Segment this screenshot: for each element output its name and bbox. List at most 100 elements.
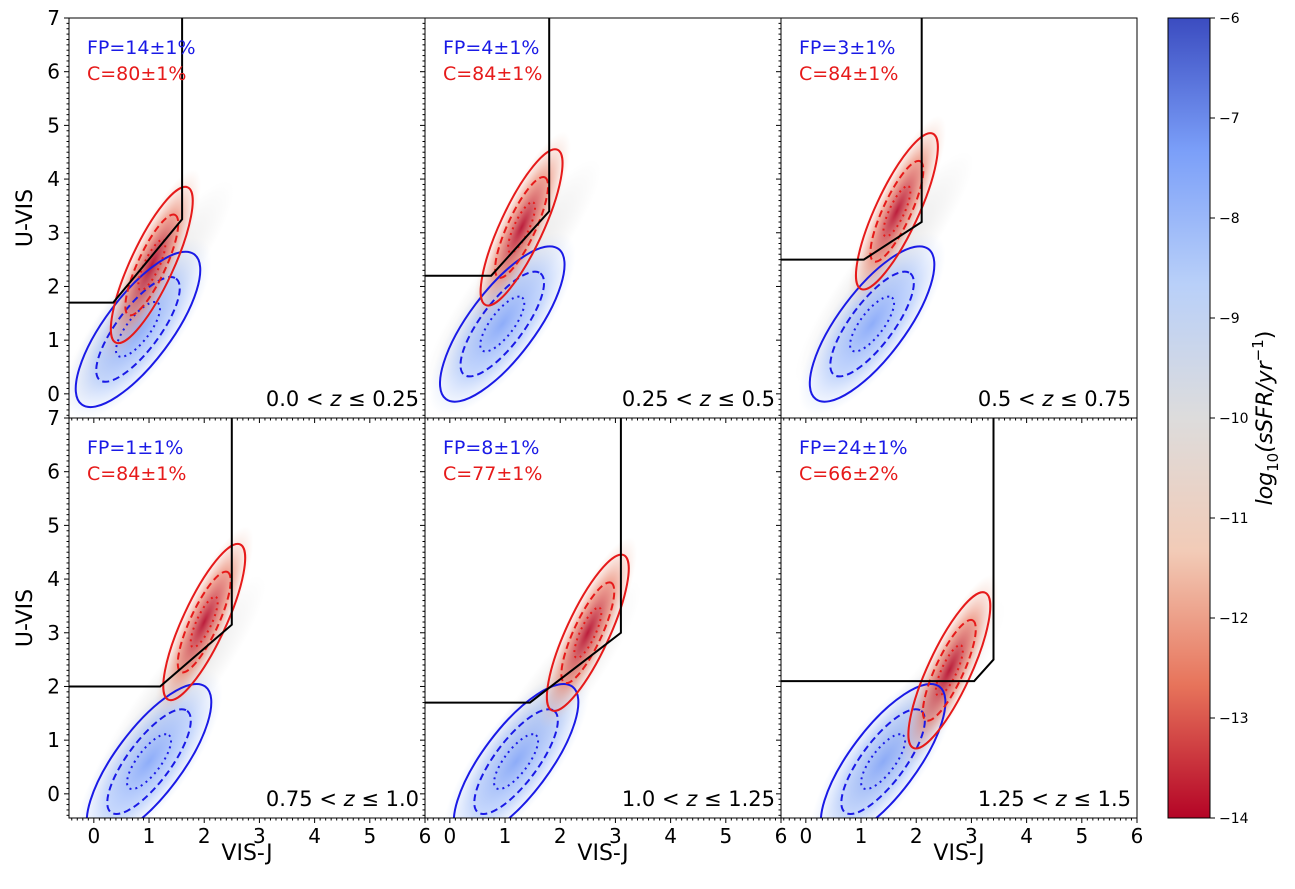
panel-plot-area (425, 418, 642, 818)
panel-1: 0 1 2 3 4 5 6 7 FP=14±1% C=80±1% 0.0 < z ≤ 0.25 (47, 6, 426, 423)
panel-4: 0 1 2 3 4 5 6 0 1 2 3 4 5 6 7 FP=1±1% C=84±1% 0.75 < z ≤ … (47, 406, 432, 848)
contour-blue-outer (438, 245, 566, 403)
colorbar-label-sup: −1 (1249, 339, 1267, 361)
redshift-symbol: z (1055, 787, 1068, 811)
selection-line (69, 18, 184, 304)
contour-red-inner (507, 201, 537, 254)
x-axis-title: VIS-J (933, 841, 984, 866)
fp-annotation: FP=8±1% (443, 437, 539, 459)
x-tick-label: 6 (419, 824, 432, 848)
x-tick-label: 4 (308, 824, 321, 848)
x-tick-label: 4 (1020, 824, 1033, 848)
redshift-symbol: z (685, 787, 698, 811)
x-tick-label: 2 (554, 824, 567, 848)
redshift-less-than: < (1011, 387, 1042, 411)
x-tick-label: 6 (1131, 824, 1144, 848)
redshift-less-than: < (1025, 787, 1056, 811)
redshift-high: 1.25 (728, 787, 775, 811)
redshift-high: 0.75 (1084, 387, 1131, 411)
x-axis-title: VIS-J (221, 841, 272, 866)
panel-plot-area (781, 418, 1006, 818)
colorbar-label-close: ) (1253, 331, 1278, 340)
contour-red-mid (124, 213, 180, 317)
fp-annotation: FP=1±1% (87, 437, 183, 459)
density-cloud-quiescent (900, 574, 999, 767)
y-tick-label: 7 (47, 6, 60, 30)
y-tick-label: 3 (47, 621, 60, 645)
y-tick-label: 6 (47, 60, 60, 84)
redshift-symbol: z (699, 387, 712, 411)
redshift-label: 0.0 < z ≤ 0.25 (266, 387, 419, 411)
contour-red-outer (479, 148, 564, 307)
contour-red-mid (560, 581, 616, 685)
redshift-less-equal: ≤ (711, 387, 742, 411)
colorbar-tick-label: −11 (1219, 511, 1249, 527)
colorbar-tick-label: −12 (1219, 611, 1249, 627)
x-tick-label: 3 (609, 824, 622, 848)
redshift-low: 0.0 (266, 387, 299, 411)
redshift-less-equal: ≤ (697, 787, 728, 811)
y-tick-label: 1 (47, 728, 60, 752)
x-tick-label: 1 (855, 824, 868, 848)
contour-blue-outer (85, 682, 213, 818)
y-tick-label: 7 (47, 406, 60, 430)
contour-blue-mid (95, 276, 181, 383)
contour-blue-mid (829, 270, 915, 378)
contour-red-mid (869, 159, 925, 263)
fp-annotation: FP=24±1% (799, 437, 908, 459)
y-tick-label: 6 (47, 460, 60, 484)
contour-red-mid (921, 618, 977, 722)
y-tick-label: 0 (47, 382, 60, 406)
panel-plot-area (69, 418, 266, 818)
colorbar-tick-label: −7 (1219, 111, 1240, 127)
x-tick-label: 3 (253, 824, 266, 848)
colorbar-label-log: log (1253, 472, 1278, 506)
x-tick-label: 0 (799, 824, 812, 848)
x-tick-label: 1 (143, 824, 156, 848)
contour-blue-outer (74, 250, 202, 409)
y-axis-title: U-VIS (13, 189, 38, 247)
panel-3: FP=3±1% C=84±1% 0.5 < z ≤ 0.75 (776, 17, 1138, 423)
contour-blue-inner (860, 733, 907, 791)
contour-blue-mid (106, 708, 192, 816)
panel-5: 0 1 2 3 4 5 6 FP=8±1% C=77±1% 1.0 < z ≤ 1.25 (420, 417, 788, 848)
y-axis-title: U-VIS (13, 589, 38, 647)
contour-blue-outer (808, 245, 936, 403)
panel-frame (780, 417, 1138, 819)
colorbar-tick-label: −9 (1219, 311, 1240, 327)
axis-titles: VIS-J VIS-J VIS-J U-VIS U-VIS (13, 189, 985, 866)
colorbar-label-rest: (sSFR/yr (1253, 359, 1278, 452)
redshift-symbol: z (329, 387, 342, 411)
colorbar-label-sub: 10 (1264, 453, 1282, 472)
selection-line (69, 418, 233, 688)
redshift-high: 0.5 (742, 387, 775, 411)
x-tick-label: 0 (87, 824, 100, 848)
x-tick-label: 6 (775, 824, 788, 848)
redshift-low: 0.5 (978, 387, 1011, 411)
c-annotation: C=80±1% (87, 63, 186, 85)
colorbar-bar (1167, 17, 1211, 819)
contour-blue-inner (114, 300, 161, 358)
x-tick-label: 1 (499, 824, 512, 848)
colorbar-tick-label: −8 (1219, 211, 1240, 227)
colorbar-tick-label: −6 (1219, 11, 1240, 27)
panel-plot-area (781, 18, 974, 416)
contour-blue-inner (849, 295, 896, 353)
contour-red-inner (934, 644, 964, 697)
redshift-high: 1.0 (386, 787, 419, 811)
contour-red-outer (907, 591, 992, 750)
colorbar: −14 −13 −12 −11 −10 −9 −8 −7 −6 log10(sSFR/yr−1) (1167, 11, 1282, 827)
panel-6: 0 1 2 3 4 5 6 FP=24±1% C=66±2% 1.25 < z ≤ 1.5 (776, 417, 1144, 848)
redshift-low: 0.25 (622, 387, 669, 411)
colorbar-label: log10(sSFR/yr−1) (1249, 331, 1282, 506)
redshift-high: 1.5 (1098, 787, 1131, 811)
c-annotation: C=84±1% (443, 63, 542, 85)
colorbar-tick-label: −10 (1219, 411, 1249, 427)
contour-red-inner (573, 606, 603, 660)
contour-blue-inner (493, 733, 540, 791)
contour-red-inner (189, 595, 219, 649)
contour-red-outer (854, 132, 939, 291)
contour-red-inner (137, 238, 167, 292)
x-tick-label: 5 (1075, 824, 1088, 848)
